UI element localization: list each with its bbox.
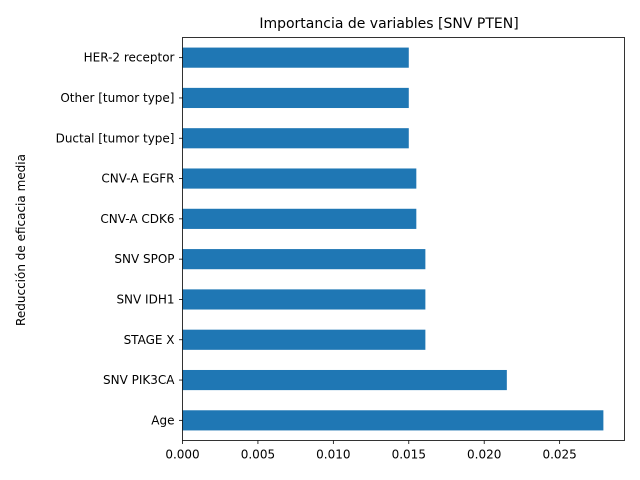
x-ticks-group: 0.000 0.005 0.010 0.015 0.020 0.025 [165,440,577,462]
bar-7 [182,128,409,149]
plot-frame [182,37,625,441]
x-tick-label: 0.000 [165,448,199,462]
bar-0 [182,410,604,431]
y-tick-label: SNV SPOP [114,252,174,266]
bars-group [182,47,604,431]
x-tick-label: 0.005 [241,448,275,462]
y-tick-label: SNV PIK3CA [103,373,175,387]
y-tick-label: STAGE X [124,333,175,347]
bar-6 [182,168,417,189]
y-tick-label: CNV-A CDK6 [100,212,174,226]
x-tick-label: 0.010 [316,448,350,462]
x-tick-label: 0.025 [542,448,576,462]
y-tick-label: Ductal [tumor type] [56,131,175,145]
bar-3 [182,289,426,310]
bar-4 [182,249,426,270]
x-tick-label: 0.020 [467,448,501,462]
bar-8 [182,87,409,109]
bar-2 [182,329,426,350]
bar-5 [182,208,417,229]
y-tick-label: CNV-A EGFR [101,172,174,186]
chart-title: Importancia de variables [SNV PTEN] [259,16,518,32]
bar-1 [182,369,507,391]
y-tick-label: Age [151,413,174,427]
y-ticks-group: Age SNV PIK3CA STAGE X SNV IDH1 SNV SPOP CNV-… [56,51,183,427]
y-tick-label: Other [tumor type] [60,91,174,105]
y-tick-label: HER-2 receptor [84,51,175,65]
bar-9 [182,47,409,68]
y-tick-label: SNV IDH1 [116,292,174,306]
y-axis-label: Reducción de eficacia media [14,154,28,326]
x-tick-label: 0.015 [392,448,426,462]
